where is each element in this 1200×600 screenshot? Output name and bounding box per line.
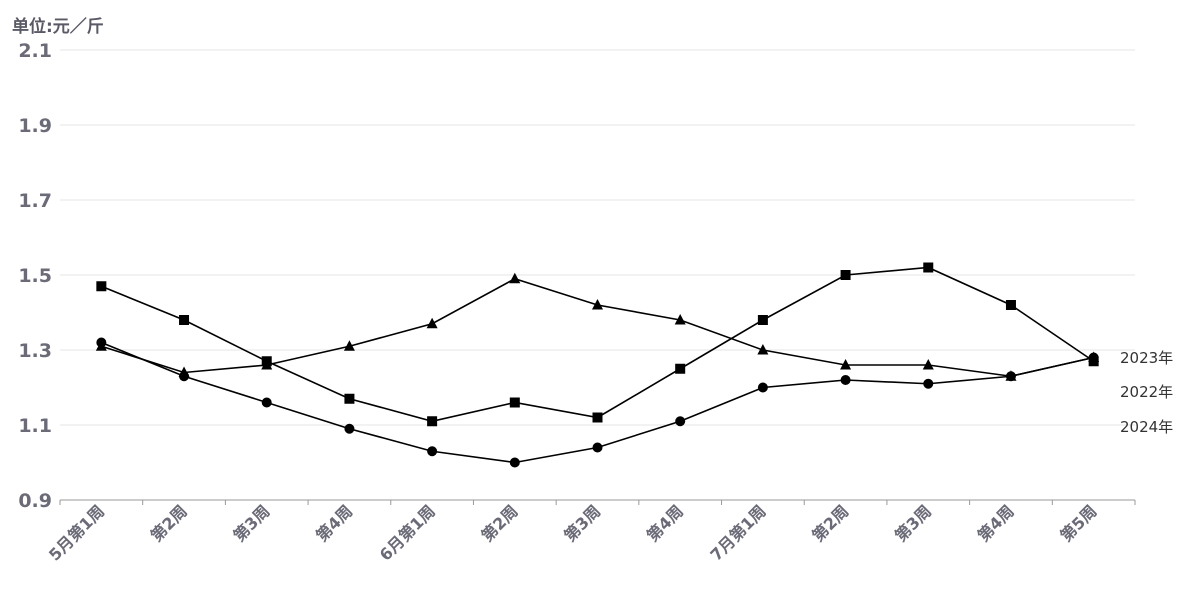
x-tick-label: 第3周 [560, 501, 604, 545]
data-point [674, 314, 686, 325]
data-point [840, 270, 851, 280]
labels: 2023年 2022年 2024年 [1120, 349, 1173, 436]
x-tick-label: 5月第1周 [45, 501, 108, 564]
data-point [426, 317, 438, 329]
data-point [675, 363, 686, 374]
data-point [1005, 371, 1016, 382]
series-2023年 [96, 262, 1099, 427]
data-point [509, 457, 520, 468]
series-label: 2024年 [1120, 418, 1173, 436]
series [95, 262, 1100, 468]
data-point [261, 359, 273, 370]
data-point [1088, 352, 1099, 363]
data-point [757, 382, 768, 393]
y-tick-label: 1.7 [18, 190, 52, 212]
data-point [840, 359, 852, 370]
y-tick-label: 2.1 [18, 40, 52, 62]
unit-label: 单位:元／斤 [12, 16, 104, 37]
y-tick-label: 1.3 [18, 340, 52, 362]
data-point [96, 281, 107, 292]
x-tick-label: 第3周 [891, 501, 935, 545]
data-point [427, 446, 438, 457]
data-point [923, 262, 934, 273]
x-tick-label: 第4周 [974, 501, 1018, 545]
x-tick-label: 第2周 [147, 501, 191, 545]
data-point [343, 340, 355, 351]
x-tick-label: 第5周 [1057, 501, 1101, 545]
series-line [101, 277, 1094, 378]
x-tick-label: 7月第1周 [707, 501, 770, 564]
data-point [96, 337, 107, 348]
data-point [509, 397, 520, 408]
y-tick-label: 1.9 [18, 115, 52, 137]
data-point [261, 397, 272, 408]
data-point [509, 272, 521, 284]
y-tick-label: 1.5 [18, 265, 52, 287]
data-point [344, 393, 355, 404]
series-2022年 [95, 272, 1100, 381]
data-point [592, 412, 603, 423]
grid [60, 49, 1135, 426]
x-tick-label: 第4周 [312, 501, 356, 545]
series-2024年 [96, 337, 1099, 468]
data-point [179, 315, 190, 325]
data-point [179, 371, 190, 382]
data-point [1005, 300, 1016, 310]
data-point [923, 378, 934, 389]
x-tick-label: 第2周 [478, 501, 522, 545]
data-point [757, 315, 768, 325]
y-tick-label: 0.9 [18, 490, 52, 512]
series-line [101, 266, 1095, 423]
data-point [344, 423, 355, 434]
series-label: 2022年 [1120, 383, 1173, 401]
x-tick-label: 6月第1周 [376, 501, 439, 564]
data-point [427, 416, 438, 427]
x-tick-label: 第2周 [808, 501, 852, 545]
data-point [757, 344, 769, 355]
data-point [922, 359, 934, 370]
series-label: 2023年 [1120, 349, 1173, 367]
x-tick-label: 第4周 [643, 501, 687, 545]
data-point [675, 416, 686, 427]
x-tick-label: 第3周 [230, 501, 274, 545]
data-point [840, 375, 851, 385]
data-point [592, 299, 603, 310]
data-point [592, 442, 603, 453]
y-tick-label: 1.1 [18, 415, 52, 437]
